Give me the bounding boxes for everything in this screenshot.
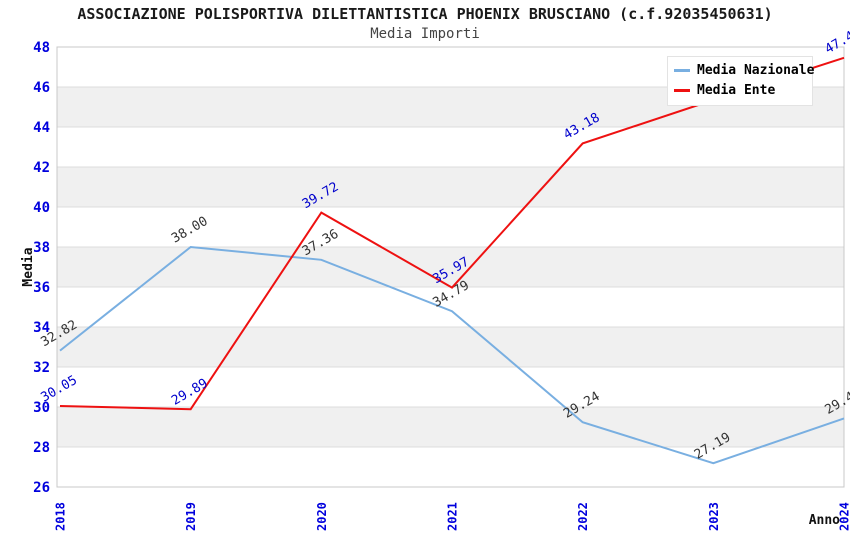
- x-tick-label: 2020: [315, 502, 329, 531]
- plot-band: [57, 247, 844, 287]
- chart-title: ASSOCIAZIONE POLISPORTIVA DILETTANTISTIC…: [77, 5, 773, 23]
- x-tick-label: 2023: [707, 502, 721, 531]
- x-tick-label: 2022: [576, 502, 590, 531]
- x-tick-label: 2018: [54, 502, 68, 531]
- x-tick-label: 2021: [446, 502, 460, 531]
- legend-item-media-nazionale: Media Nazionale: [674, 60, 815, 80]
- y-tick-label: 28: [33, 440, 50, 456]
- legend: Media Nazionale Media Ente: [667, 56, 815, 106]
- plot-band: [57, 207, 844, 247]
- legend-line-icon: [674, 68, 690, 72]
- x-tick-label: 2024: [838, 502, 850, 531]
- legend-line-icon: [674, 88, 690, 92]
- y-axis-title: Media: [21, 247, 36, 286]
- series-line-media-nazionale: [59, 245, 845, 465]
- y-tick-label: 30: [33, 400, 50, 416]
- y-tick-label: 36: [33, 280, 50, 296]
- y-tick-label: 48: [33, 40, 50, 56]
- plot-frame: [56, 46, 845, 488]
- plot-band: [57, 447, 844, 487]
- y-tick-label: 46: [33, 80, 50, 96]
- y-tick-label: 38: [33, 240, 50, 256]
- plot-band: [57, 167, 844, 207]
- y-tick-label: 32: [33, 360, 50, 376]
- y-tick-label: 44: [33, 120, 50, 136]
- x-axis-title: Anno: [809, 513, 840, 528]
- chart-subtitle: Media Importi: [370, 26, 480, 42]
- plot-band: [57, 367, 844, 407]
- y-tick-label: 42: [33, 160, 50, 176]
- legend-item-media-ente: Media Ente: [674, 80, 812, 100]
- y-tick-label: 34: [33, 320, 50, 336]
- legend-label: Media Ente: [697, 82, 776, 98]
- plot-band: [57, 287, 844, 327]
- y-tick-label: 26: [33, 480, 50, 496]
- plot-band: [57, 407, 844, 447]
- plot-band: [57, 127, 844, 167]
- legend-label: Media Nazionale: [697, 62, 815, 78]
- plot-band: [57, 327, 844, 367]
- y-tick-label: 40: [33, 200, 50, 216]
- x-tick-label: 2019: [184, 502, 198, 531]
